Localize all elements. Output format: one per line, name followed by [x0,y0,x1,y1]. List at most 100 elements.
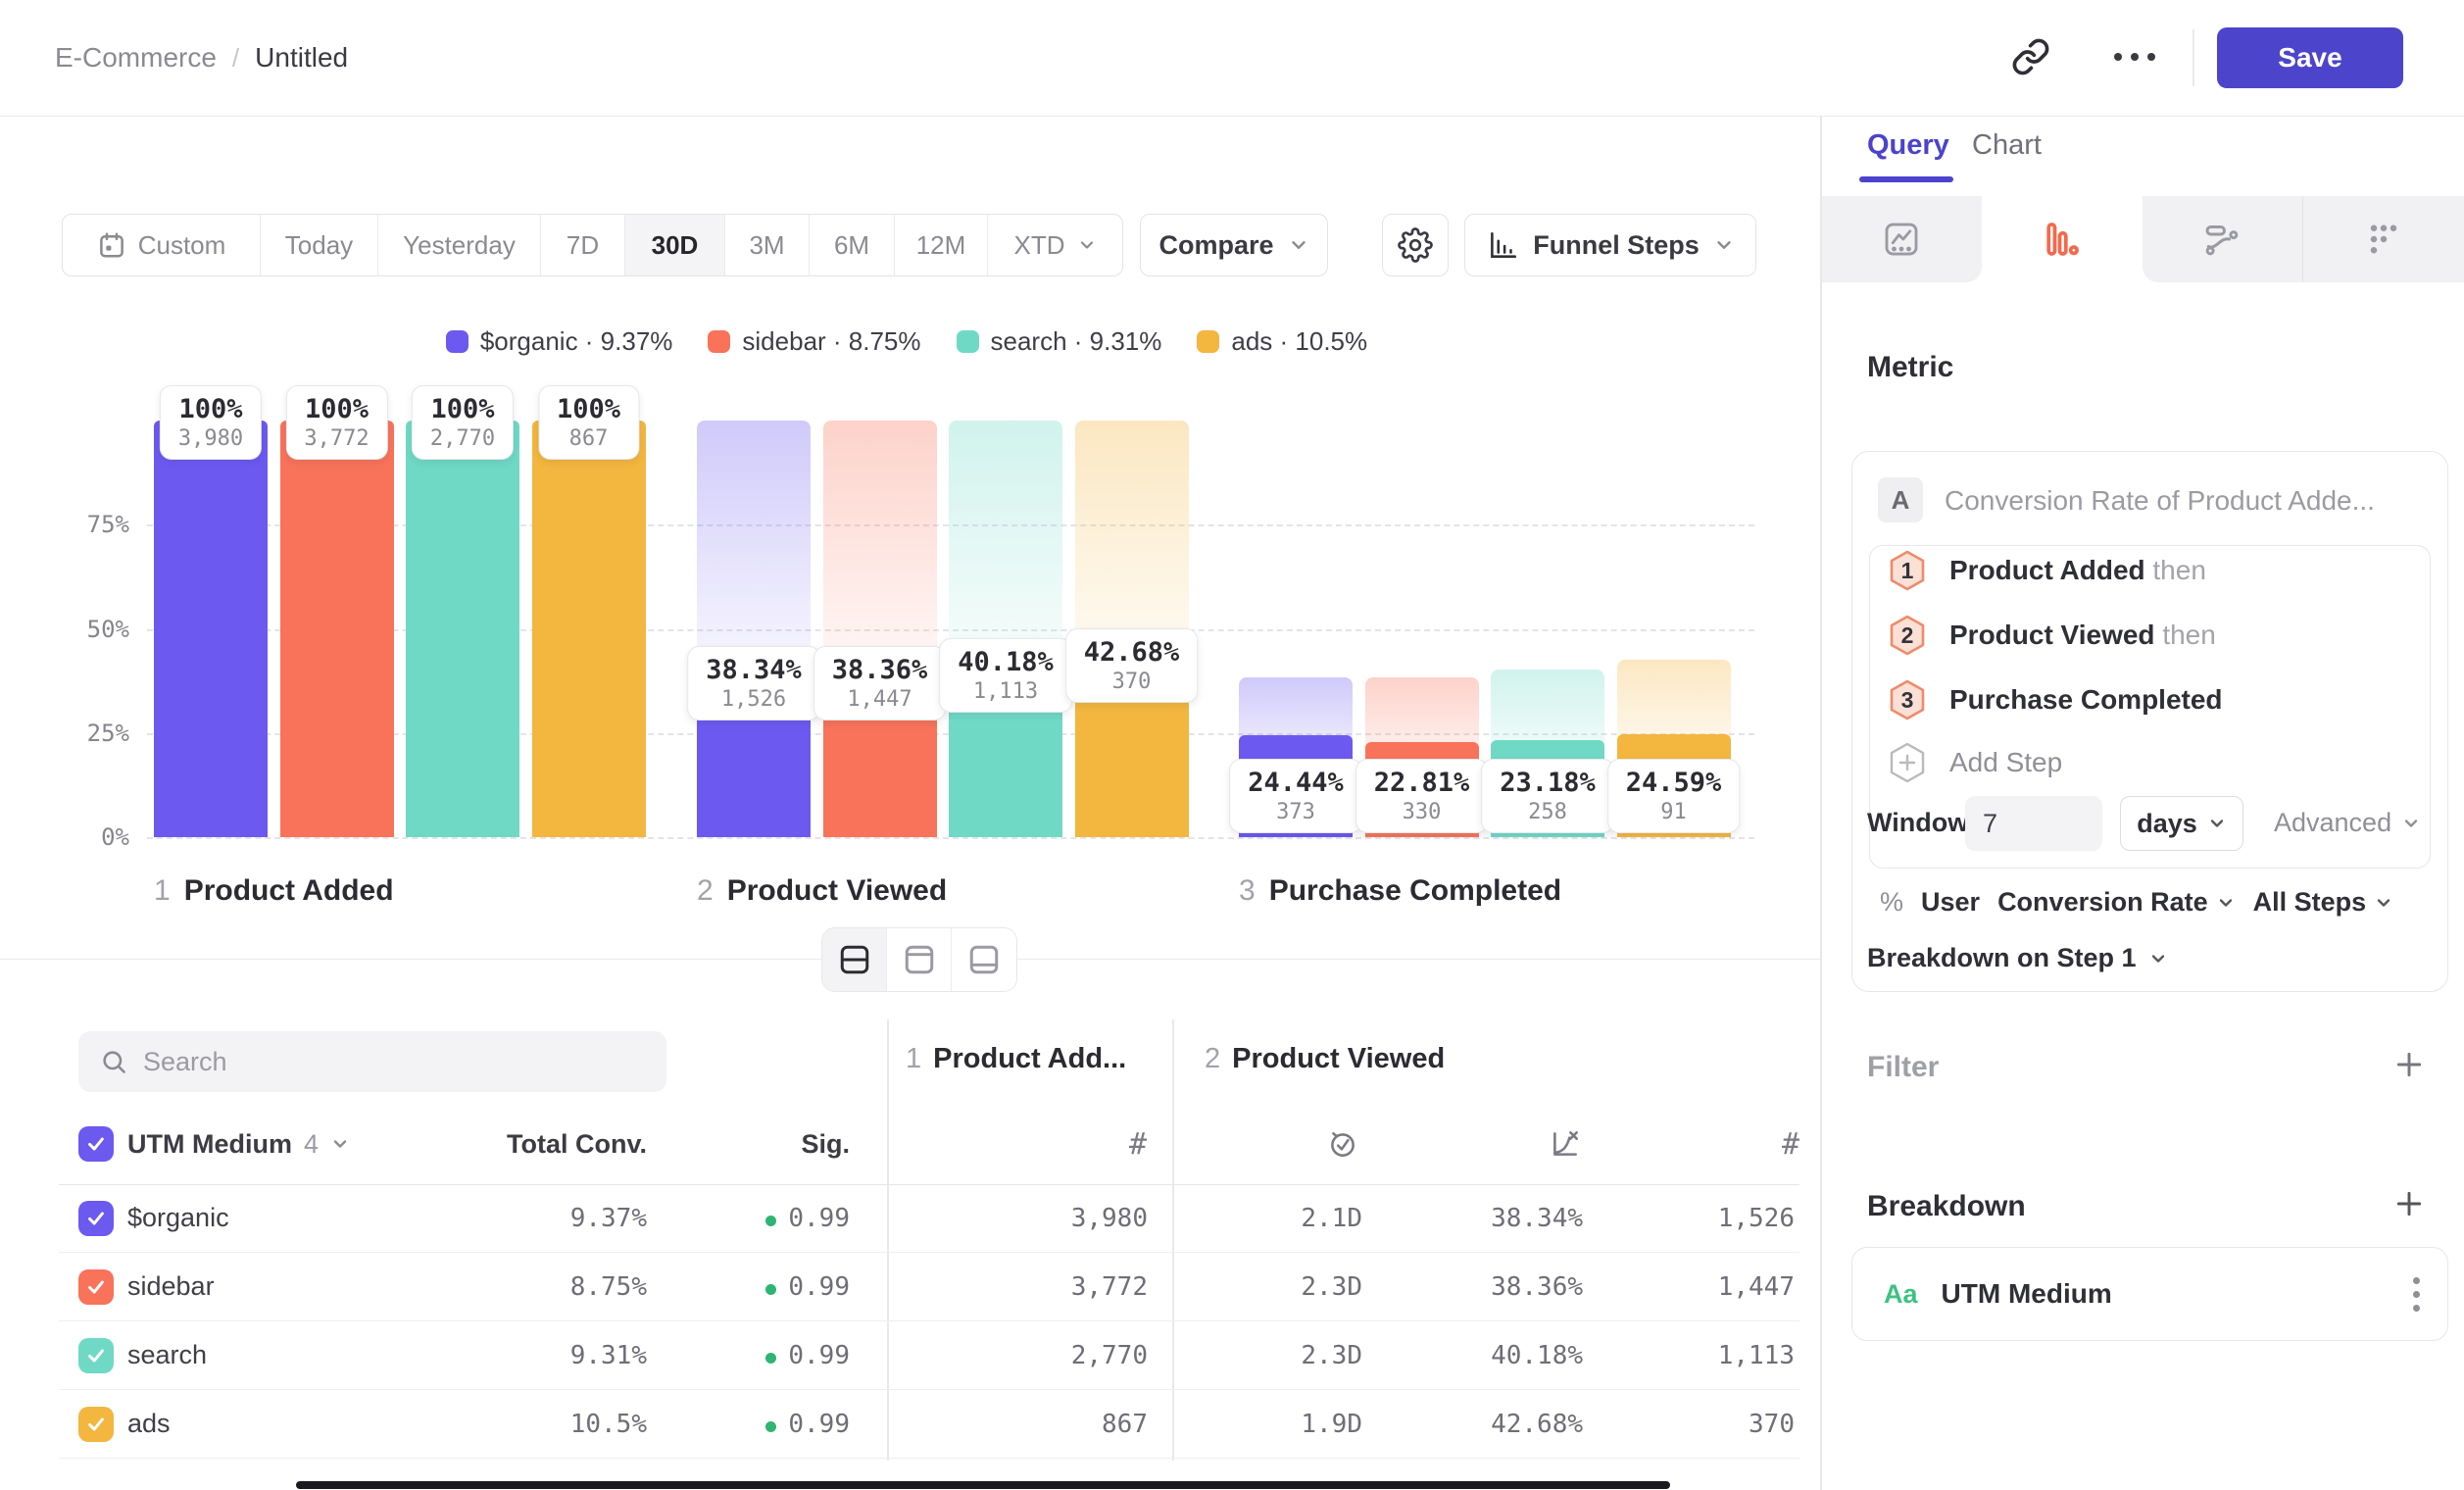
tab-chart[interactable]: Chart [1972,129,2042,162]
funnel-bar-$organic-step2[interactable] [697,677,811,837]
breakdown-item-card[interactable]: Aa UTM Medium [1851,1247,2448,1341]
compare-button[interactable]: Compare [1140,214,1328,276]
step-hexagon-icon: 3 [1887,678,1928,721]
funnel-bar-search-step2[interactable] [949,670,1062,837]
chart-settings-button[interactable] [1382,214,1449,276]
legend-item[interactable]: search · 9.31% [957,326,1162,357]
measure-metric-dropdown[interactable]: Conversion Rate [1997,887,2236,918]
chart-type-label: Funnel Steps [1533,230,1700,261]
funnel-bar-sidebar-step2[interactable] [823,677,937,837]
save-button[interactable]: Save [2217,27,2403,88]
funnel-bar-search-step1[interactable] [406,421,519,837]
funnel-bar-ads-step1[interactable] [532,421,646,837]
more-menu-button[interactable] [2107,29,2162,84]
step2-avgtime-column-header[interactable] [1308,1123,1377,1165]
share-link-button[interactable] [2003,29,2058,84]
row-checkbox[interactable] [78,1201,114,1236]
step2-count-column-header[interactable]: # [1741,1123,1799,1165]
row-checkbox[interactable] [78,1407,114,1442]
add-filter-button[interactable] [2390,1045,2429,1084]
tab-retention[interactable] [2303,196,2464,282]
funnel-bar-search-step3[interactable] [1491,740,1604,837]
kebab-menu-icon[interactable] [2413,1277,2420,1312]
chart-type-dropdown[interactable]: Funnel Steps [1464,214,1756,276]
percent-icon: % [1880,887,1903,918]
metric-step-1[interactable]: 1Product Added then [1887,549,2206,592]
range-30d[interactable]: 30D [625,215,725,275]
legend-swatch [957,330,979,353]
add-step-button[interactable]: Add Step [1887,741,2062,784]
y-axis-tick: 25% [39,720,129,747]
row-conv-rate: 38.34% [1491,1204,1583,1233]
report-title[interactable]: Untitled [255,42,348,74]
funnel-ghost-bar [1617,660,1731,837]
range-yesterday[interactable]: Yesterday [378,215,541,275]
bar-value-badge: 24.44%373 [1229,759,1362,833]
row-name: ads [127,1409,171,1439]
tab-flows[interactable] [2143,196,2304,282]
range-today[interactable]: Today [261,215,378,275]
y-axis-tick: 0% [39,823,129,851]
metric-step-3[interactable]: 3Purchase Completed [1887,678,2223,721]
table-search-input[interactable]: Search [78,1031,666,1092]
sig-column-header[interactable]: Sig. [713,1123,850,1165]
tab-funnels[interactable] [1982,196,2143,282]
layout-split-horizontal-button[interactable] [822,928,887,991]
select-all-checkbox[interactable] [78,1123,114,1165]
row-name: sidebar [127,1271,215,1302]
metric-title[interactable]: Conversion Rate of Product Adde... [1945,485,2375,517]
breakdown-on-step-dropdown[interactable]: Breakdown on Step 1 [1867,943,2168,973]
window-value-input[interactable]: 7 [1965,796,2102,851]
range-7d[interactable]: 7D [541,215,625,275]
chevron-down-icon [1288,234,1309,256]
time-to-convert-icon [1326,1127,1359,1161]
ellipsis-icon [2114,53,2155,61]
row-step2-count: 370 [1749,1410,1795,1439]
sig-dot-icon [765,1353,776,1364]
breadcrumb-folder[interactable]: E-Commerce [55,42,217,74]
step1-count-column-header[interactable]: # [1078,1123,1147,1165]
breakdown-column-header[interactable]: UTM Medium 4 [127,1123,350,1165]
compare-label: Compare [1158,230,1273,261]
funnel-bar-sidebar-step1[interactable] [280,421,394,837]
add-breakdown-button[interactable] [2390,1184,2429,1223]
row-checkbox[interactable] [78,1338,114,1373]
count-icon: # [1129,1127,1147,1162]
measure-entity[interactable]: User [1921,887,1980,918]
legend-item[interactable]: $organic · 9.37% [446,326,673,357]
metric-series-badge: A [1878,477,1923,522]
tab-insights[interactable] [1822,196,1983,282]
tab-query[interactable]: Query [1867,129,1949,162]
row-checkbox[interactable] [78,1269,114,1305]
funnel-bar-$organic-step1[interactable] [154,421,268,837]
metric-step-2[interactable]: 2Product Viewed then [1887,614,2216,657]
range-custom[interactable]: Custom [63,215,261,275]
measure-row: % User Conversion Rate All Steps [1880,887,2393,918]
row-step1-count: 867 [1102,1410,1148,1439]
breadcrumb-separator: / [232,43,239,74]
search-placeholder: Search [143,1047,227,1077]
measure-steps-dropdown[interactable]: All Steps [2253,887,2394,918]
legend-item[interactable]: ads · 10.5% [1197,326,1367,357]
legend-item[interactable]: sidebar · 8.75% [708,326,920,357]
retention-grid-icon [2364,220,2403,259]
range-6m[interactable]: 6M [810,215,895,275]
layout-panel-bottom-button[interactable] [952,928,1016,991]
gridline [147,733,1754,735]
layout-panel-top-button[interactable] [887,928,952,991]
funnel-bar-ads-step3[interactable] [1617,734,1731,837]
step2-convrate-column-header[interactable] [1531,1123,1600,1165]
gridline [147,629,1754,631]
horizontal-scrollbar[interactable] [296,1481,1670,1489]
range-12m[interactable]: 12M [895,215,988,275]
total-conv-column-header[interactable]: Total Conv. [451,1123,647,1165]
breakdown-heading: Breakdown [1867,1190,2026,1223]
window-unit-dropdown[interactable]: days [2120,796,2243,851]
funnel-bar-ads-step2[interactable] [1075,660,1189,837]
count-icon: # [1782,1127,1799,1162]
advanced-toggle[interactable]: Advanced [2274,808,2421,838]
funnel-bar-$organic-step3[interactable] [1239,735,1353,837]
range-3m[interactable]: 3M [725,215,810,275]
range-xtd[interactable]: XTD [988,215,1122,275]
funnel-bar-sidebar-step3[interactable] [1365,742,1479,837]
